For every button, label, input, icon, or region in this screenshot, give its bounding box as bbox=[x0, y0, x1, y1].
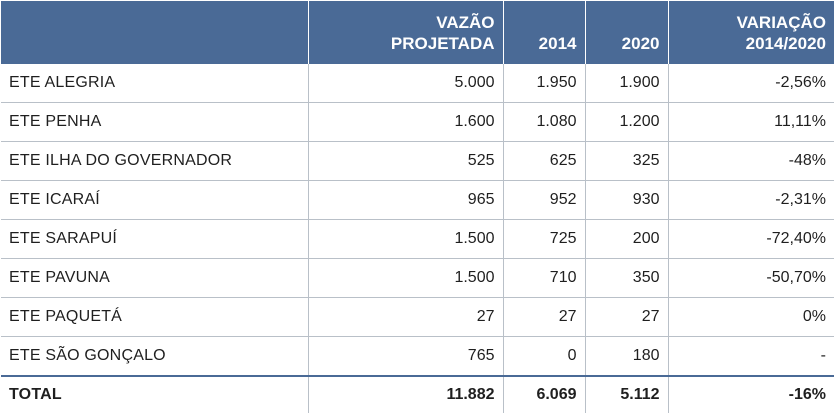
table-row: ETE PENHA 1.600 1.080 1.200 11,11% bbox=[1, 102, 834, 142]
header-projected-line2: PROJETADA bbox=[390, 34, 495, 53]
table-row: ETE PAQUETÁ 27 27 27 0% bbox=[1, 297, 834, 337]
flow-2020-value: 1.200 bbox=[585, 102, 669, 142]
flow-2020-value: 930 bbox=[585, 180, 669, 220]
total-variation: -16% bbox=[668, 375, 834, 413]
variation-value: -72,40% bbox=[668, 219, 834, 259]
variation-value: -2,56% bbox=[668, 64, 834, 103]
header-variation-line1: VARIAÇÃO bbox=[736, 13, 826, 32]
variation-value: - bbox=[668, 336, 834, 377]
table-body: ETE ALEGRIA 5.000 1.950 1.900 -2,56% ETE… bbox=[1, 64, 834, 413]
variation-value: -50,70% bbox=[668, 258, 834, 298]
projected-flow-value: 1.500 bbox=[308, 219, 504, 259]
total-label: TOTAL bbox=[1, 375, 309, 413]
table-row: ETE ICARAÍ 965 952 930 -2,31% bbox=[1, 180, 834, 220]
projected-flow-value: 5.000 bbox=[308, 64, 504, 103]
variation-value: 0% bbox=[668, 297, 834, 337]
projected-flow-value: 525 bbox=[308, 141, 504, 181]
table-row: ETE ILHA DO GOVERNADOR 525 625 325 -48% bbox=[1, 141, 834, 181]
header-projected-flow: VAZÃO PROJETADA bbox=[308, 1, 504, 64]
header-projected-line1: VAZÃO bbox=[436, 13, 495, 32]
table-row: ETE SÃO GONÇALO 765 0 180 - bbox=[1, 336, 834, 377]
header-2014: 2014 bbox=[503, 1, 586, 64]
projected-flow-value: 765 bbox=[308, 336, 504, 377]
flow-2014-value: 625 bbox=[503, 141, 586, 181]
flow-2014-value: 0 bbox=[503, 336, 586, 377]
station-name: ETE PENHA bbox=[1, 102, 309, 142]
header-variation: VARIAÇÃO 2014/2020 bbox=[668, 1, 834, 64]
station-name: ETE SÃO GONÇALO bbox=[1, 336, 309, 377]
header-variation-line2: 2014/2020 bbox=[745, 34, 826, 53]
station-name: ETE PAQUETÁ bbox=[1, 297, 309, 337]
flow-2020-value: 27 bbox=[585, 297, 669, 337]
header-2020: 2020 bbox=[585, 1, 669, 64]
flow-2014-value: 27 bbox=[503, 297, 586, 337]
header-name bbox=[1, 1, 309, 64]
station-name: ETE SARAPUÍ bbox=[1, 219, 309, 259]
flow-2020-value: 325 bbox=[585, 141, 669, 181]
flow-2020-value: 180 bbox=[585, 336, 669, 377]
flow-2020-value: 1.900 bbox=[585, 64, 669, 103]
station-name: ETE ALEGRIA bbox=[1, 64, 309, 103]
total-flow-2014: 6.069 bbox=[503, 375, 586, 413]
table-row: ETE PAVUNA 1.500 710 350 -50,70% bbox=[1, 258, 834, 298]
station-name: ETE ILHA DO GOVERNADOR bbox=[1, 141, 309, 181]
station-name: ETE PAVUNA bbox=[1, 258, 309, 298]
projected-flow-value: 1.500 bbox=[308, 258, 504, 298]
total-flow-2020: 5.112 bbox=[585, 375, 669, 413]
flow-2020-value: 200 bbox=[585, 219, 669, 259]
variation-value: 11,11% bbox=[668, 102, 834, 142]
projected-flow-value: 1.600 bbox=[308, 102, 504, 142]
flow-2014-value: 952 bbox=[503, 180, 586, 220]
station-name: ETE ICARAÍ bbox=[1, 180, 309, 220]
projected-flow-value: 965 bbox=[308, 180, 504, 220]
variation-value: -2,31% bbox=[668, 180, 834, 220]
table-row: ETE SARAPUÍ 1.500 725 200 -72,40% bbox=[1, 219, 834, 259]
flow-2020-value: 350 bbox=[585, 258, 669, 298]
flow-2014-value: 1.950 bbox=[503, 64, 586, 103]
total-projected-flow: 11.882 bbox=[308, 375, 504, 413]
variation-value: -48% bbox=[668, 141, 834, 181]
table-row: ETE ALEGRIA 5.000 1.950 1.900 -2,56% bbox=[1, 64, 834, 103]
header-row: VAZÃO PROJETADA 2014 2020 VARIAÇÃO 2014/… bbox=[1, 1, 834, 64]
table-header: VAZÃO PROJETADA 2014 2020 VARIAÇÃO 2014/… bbox=[1, 1, 834, 64]
flow-2014-value: 1.080 bbox=[503, 102, 586, 142]
total-row: TOTAL 11.882 6.069 5.112 -16% bbox=[1, 375, 834, 413]
flow-2014-value: 725 bbox=[503, 219, 586, 259]
flow-2014-value: 710 bbox=[503, 258, 586, 298]
projected-flow-value: 27 bbox=[308, 297, 504, 337]
